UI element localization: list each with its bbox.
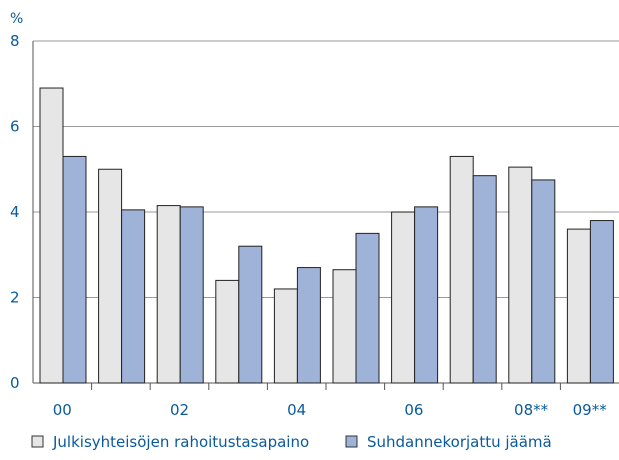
x-axis-ticks: 00 02 04 06 08** 09**	[53, 383, 607, 419]
legend: Julkisyhteisöjen rahoitustasapaino Suhda…	[31, 433, 552, 451]
bar-series0-04	[273, 288, 298, 384]
bar-series1-06	[414, 206, 439, 384]
bar-series0-09**	[566, 228, 591, 384]
bars	[39, 87, 614, 384]
x-tick-label: 09**	[573, 401, 608, 419]
bar-series1-05	[355, 232, 380, 384]
y-tick-label: 2	[10, 289, 20, 307]
bar-series1-02	[179, 206, 204, 384]
x-tick-label: 02	[170, 401, 189, 419]
bar-series0-08**	[508, 166, 533, 384]
y-axis-ticks: 0 2 4 6 8	[10, 32, 20, 392]
bar-series0-02	[156, 205, 181, 384]
x-tick-label: 08**	[514, 401, 549, 419]
bar-series1-00	[62, 155, 87, 384]
bar-series0-01	[98, 168, 123, 384]
bar-series0-05	[332, 269, 357, 384]
bar-series1-01	[121, 209, 146, 384]
legend-swatch-cyclically-adjusted	[345, 435, 358, 448]
x-tick-label: 06	[404, 401, 423, 419]
y-tick-label: 0	[10, 374, 20, 392]
legend-label-cyclically-adjusted: Suhdannekorjattu jäämä	[367, 433, 552, 451]
bar-series1-07	[472, 175, 497, 384]
x-tick-label: 00	[53, 401, 72, 419]
bar-series1-08**	[531, 179, 556, 384]
legend-swatch-financial-balance	[31, 435, 44, 448]
bar-series0-03	[215, 279, 240, 384]
bar-series1-04	[296, 267, 321, 384]
bar-series0-07	[449, 155, 474, 384]
y-tick-label: 8	[10, 32, 20, 50]
y-tick-label: 4	[10, 203, 20, 221]
bar-series0-00	[39, 87, 64, 384]
bar-series1-03	[238, 245, 263, 384]
legend-label-financial-balance: Julkisyhteisöjen rahoitustasapaino	[52, 433, 309, 451]
bar-series1-09**	[589, 220, 614, 384]
y-unit-label: %	[10, 11, 23, 27]
x-tick-label: 04	[287, 401, 306, 419]
bar-series0-06	[391, 211, 416, 384]
y-tick-label: 6	[10, 118, 20, 136]
